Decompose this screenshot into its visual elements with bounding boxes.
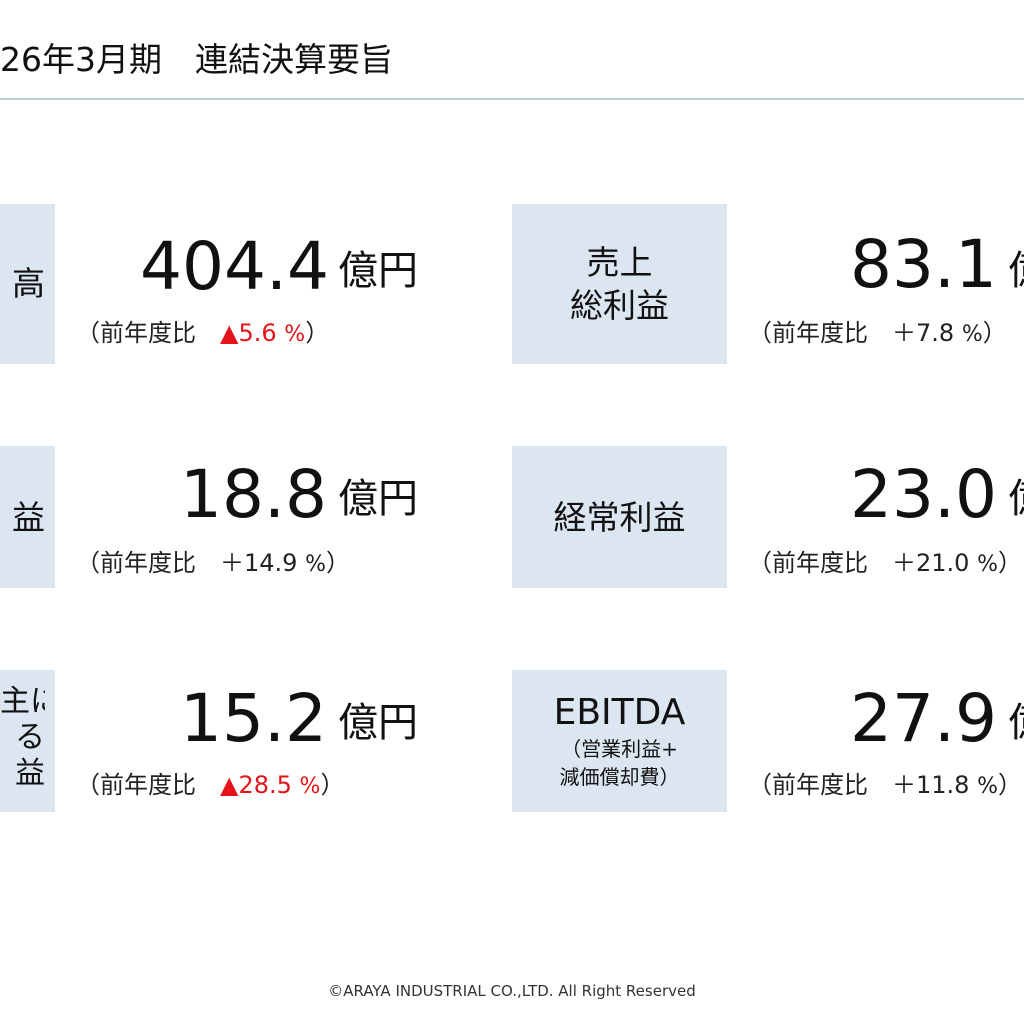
- label-fragment: 益: [12, 498, 45, 537]
- label-box-gross-profit: 売上 総利益: [512, 204, 727, 364]
- metric-unit: 億円: [338, 700, 418, 746]
- label-fragment: 高: [12, 264, 45, 303]
- label-box-net-income: [0, 670, 55, 812]
- yoy-value: 28.5: [238, 771, 292, 799]
- label-box-net-sales: 高: [0, 204, 55, 364]
- yoy-comparison-gross-profit: （前年度比 ＋7.8 %）: [748, 316, 1007, 352]
- yoy-percent: %: [305, 552, 326, 577]
- label-line: 経常利益: [553, 497, 686, 537]
- yoy-prefix: （前年度比: [76, 549, 220, 577]
- metric-value-net-sales: 404.4: [140, 228, 329, 305]
- label-sub: （営業利益+: [561, 737, 678, 761]
- yoy-value: 14.9: [244, 549, 298, 577]
- yoy-suffix: ）: [982, 319, 1007, 347]
- yoy-suffix: ）: [997, 771, 1022, 799]
- label-sub: 減価償却費）: [559, 765, 680, 789]
- label-fragment: 益: [15, 756, 45, 791]
- metric-value-ebitda: 27.9: [850, 680, 997, 757]
- yoy-suffix: ）: [325, 549, 350, 577]
- label-box-operating-profit: 益: [0, 446, 55, 588]
- metric-value-gross-profit: 83.1: [850, 226, 997, 303]
- metric-value-operating-profit: 18.8: [180, 456, 327, 533]
- yoy-sign: ＋: [892, 549, 916, 577]
- title-divider: [0, 98, 1024, 100]
- label-box-ordinary-profit: 経常利益: [512, 446, 727, 588]
- yoy-comparison-ordinary-profit: （前年度比 ＋21.0 %）: [748, 546, 1022, 582]
- page-title: 26年3月期 連結決算要旨: [0, 40, 393, 79]
- yoy-suffix: ）: [305, 319, 330, 347]
- label-fragment: 主に: [0, 684, 45, 719]
- metric-unit: 億円: [338, 476, 418, 522]
- label-main: EBITDA: [553, 692, 686, 733]
- metric-value-net-income: 15.2: [180, 680, 327, 757]
- yoy-percent: %: [284, 322, 306, 347]
- label-box-ebitda: EBITDA （営業利益+ 減価償却費）: [512, 670, 727, 812]
- copyright-footer: ©ARAYA INDUSTRIAL CO.,LTD. All Right Res…: [328, 982, 696, 1000]
- yoy-value: 5.6: [238, 319, 277, 347]
- label-fragment: る: [15, 720, 45, 755]
- yoy-prefix: （前年度比: [748, 549, 892, 577]
- yoy-value: 11.8: [916, 771, 970, 799]
- yoy-sign: ＋: [892, 319, 916, 347]
- yoy-sign: ▲: [220, 771, 239, 799]
- label-line: 総利益: [570, 286, 669, 325]
- yoy-suffix: ）: [320, 771, 345, 799]
- yoy-comparison-operating-profit: （前年度比 ＋14.9 %）: [76, 546, 350, 582]
- yoy-value: 21.0: [916, 549, 970, 577]
- yoy-percent: %: [961, 322, 983, 347]
- yoy-prefix: （前年度比: [748, 771, 892, 799]
- yoy-suffix: ）: [997, 549, 1022, 577]
- yoy-value: 7.8: [916, 319, 955, 347]
- yoy-prefix: （前年度比: [748, 319, 892, 347]
- yoy-prefix: （前年度比: [76, 771, 220, 799]
- metric-value-ordinary-profit: 23.0: [850, 456, 997, 533]
- yoy-sign: ＋: [220, 549, 244, 577]
- metric-unit: 億円: [1008, 246, 1024, 296]
- metric-unit: 億円: [1008, 698, 1024, 748]
- metric-unit: 億円: [1008, 474, 1024, 524]
- yoy-sign: ＋: [892, 771, 916, 799]
- yoy-comparison-net-sales: （前年度比 ▲5.6 %）: [76, 316, 329, 352]
- yoy-percent: %: [977, 774, 998, 799]
- yoy-comparison-ebitda: （前年度比 ＋11.8 %）: [748, 768, 1022, 804]
- yoy-comparison-net-income: （前年度比 ▲28.5 %）: [76, 768, 344, 804]
- yoy-percent: %: [977, 552, 998, 577]
- yoy-prefix: （前年度比: [76, 319, 220, 347]
- metric-unit: 億円: [338, 248, 418, 294]
- yoy-sign: ▲: [220, 319, 239, 347]
- yoy-percent: %: [299, 774, 321, 799]
- label-line: 売上: [586, 243, 653, 282]
